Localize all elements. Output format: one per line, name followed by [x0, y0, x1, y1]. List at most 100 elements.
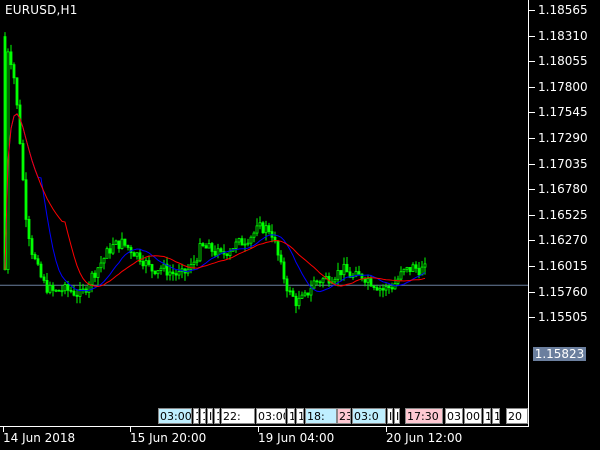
candle	[15, 77, 19, 109]
candle	[3, 32, 7, 271]
price-axis-label: 1.17800	[538, 79, 588, 94]
candle	[24, 172, 28, 228]
time-axis-tick	[3, 427, 4, 432]
price-axis-label: 1.17035	[538, 156, 588, 171]
price-axis-label: 1.15760	[538, 284, 588, 299]
session-time-box: 03:00	[158, 408, 192, 424]
candle	[411, 262, 415, 273]
time-axis-label: 15 Jun 20:00	[130, 431, 207, 445]
candle	[153, 270, 157, 276]
candle	[339, 270, 343, 282]
price-axis-tick	[529, 291, 535, 293]
price-axis-tick	[529, 35, 535, 37]
candle	[135, 252, 139, 260]
candle	[264, 220, 268, 241]
candle	[144, 257, 148, 274]
candle	[57, 289, 61, 292]
candle	[234, 238, 238, 253]
candle	[36, 255, 40, 267]
session-time-box: 1	[214, 408, 220, 424]
candle	[117, 240, 121, 253]
candle	[78, 282, 82, 304]
candle	[357, 265, 361, 275]
price-axis-label: 1.16270	[538, 233, 588, 248]
candle	[123, 238, 127, 248]
candle	[345, 257, 349, 273]
candle	[261, 221, 265, 234]
time-axis-label: 20 Jun 12:00	[386, 431, 463, 445]
candle	[207, 239, 211, 249]
candle	[321, 276, 325, 288]
candle	[30, 235, 34, 259]
session-time-box: 1	[296, 408, 304, 424]
ma-slow-line	[4, 113, 426, 293]
candle	[273, 231, 277, 244]
candle	[315, 279, 319, 286]
candle	[297, 290, 301, 310]
price-axis-tick	[529, 138, 535, 139]
candle	[300, 291, 304, 300]
candle	[423, 257, 427, 275]
candle	[342, 257, 346, 281]
session-time-box: 20	[506, 408, 528, 424]
candle	[96, 266, 100, 286]
time-axis-tick	[386, 427, 387, 432]
candle	[303, 290, 307, 298]
candle	[75, 289, 79, 304]
price-axis-label: 1.16015	[538, 259, 588, 273]
session-time-box: 1	[483, 408, 491, 424]
candle	[225, 252, 229, 260]
candle	[99, 256, 103, 273]
candle	[333, 276, 337, 286]
candle	[102, 257, 106, 270]
candle	[63, 281, 67, 295]
candle	[381, 284, 385, 298]
session-time-box: I	[394, 408, 400, 424]
session-time-box: 00	[464, 408, 482, 424]
candle	[147, 255, 151, 267]
candle	[111, 237, 115, 255]
candle	[201, 242, 205, 248]
candle	[246, 238, 250, 247]
candle	[9, 44, 13, 70]
candle	[138, 248, 142, 265]
session-time-box: I	[387, 408, 393, 424]
current-price-badge: 1.15823	[533, 347, 586, 361]
candle	[267, 222, 271, 235]
candle	[312, 276, 316, 289]
time-axis-tick	[130, 427, 131, 432]
price-axis-tick	[529, 317, 535, 319]
price-axis-tick	[529, 86, 535, 88]
candle	[132, 251, 136, 257]
candle	[114, 239, 118, 245]
candle	[156, 270, 160, 279]
candle	[414, 261, 418, 273]
session-time-box: 18:	[305, 408, 337, 424]
candle	[348, 266, 352, 278]
candle	[372, 284, 376, 291]
candle	[162, 259, 166, 272]
candle	[51, 282, 55, 297]
candle	[39, 261, 43, 279]
candle	[33, 252, 37, 261]
candle	[174, 269, 178, 281]
candle	[309, 280, 313, 302]
candle	[219, 247, 223, 255]
candle	[126, 244, 130, 251]
candle	[405, 266, 409, 273]
candle	[366, 274, 370, 290]
candle	[72, 285, 76, 297]
candle	[105, 246, 109, 259]
candle	[159, 265, 163, 275]
candle	[213, 245, 217, 258]
price-axis-tick	[529, 240, 535, 242]
candle	[210, 242, 214, 257]
session-time-box: 22:	[221, 408, 255, 424]
price-axis-label: 1.15505	[538, 310, 588, 325]
session-time-box: 1	[492, 408, 500, 424]
price-axis-label: 1.16780	[538, 182, 588, 197]
candle	[387, 284, 391, 294]
candle	[255, 218, 259, 237]
